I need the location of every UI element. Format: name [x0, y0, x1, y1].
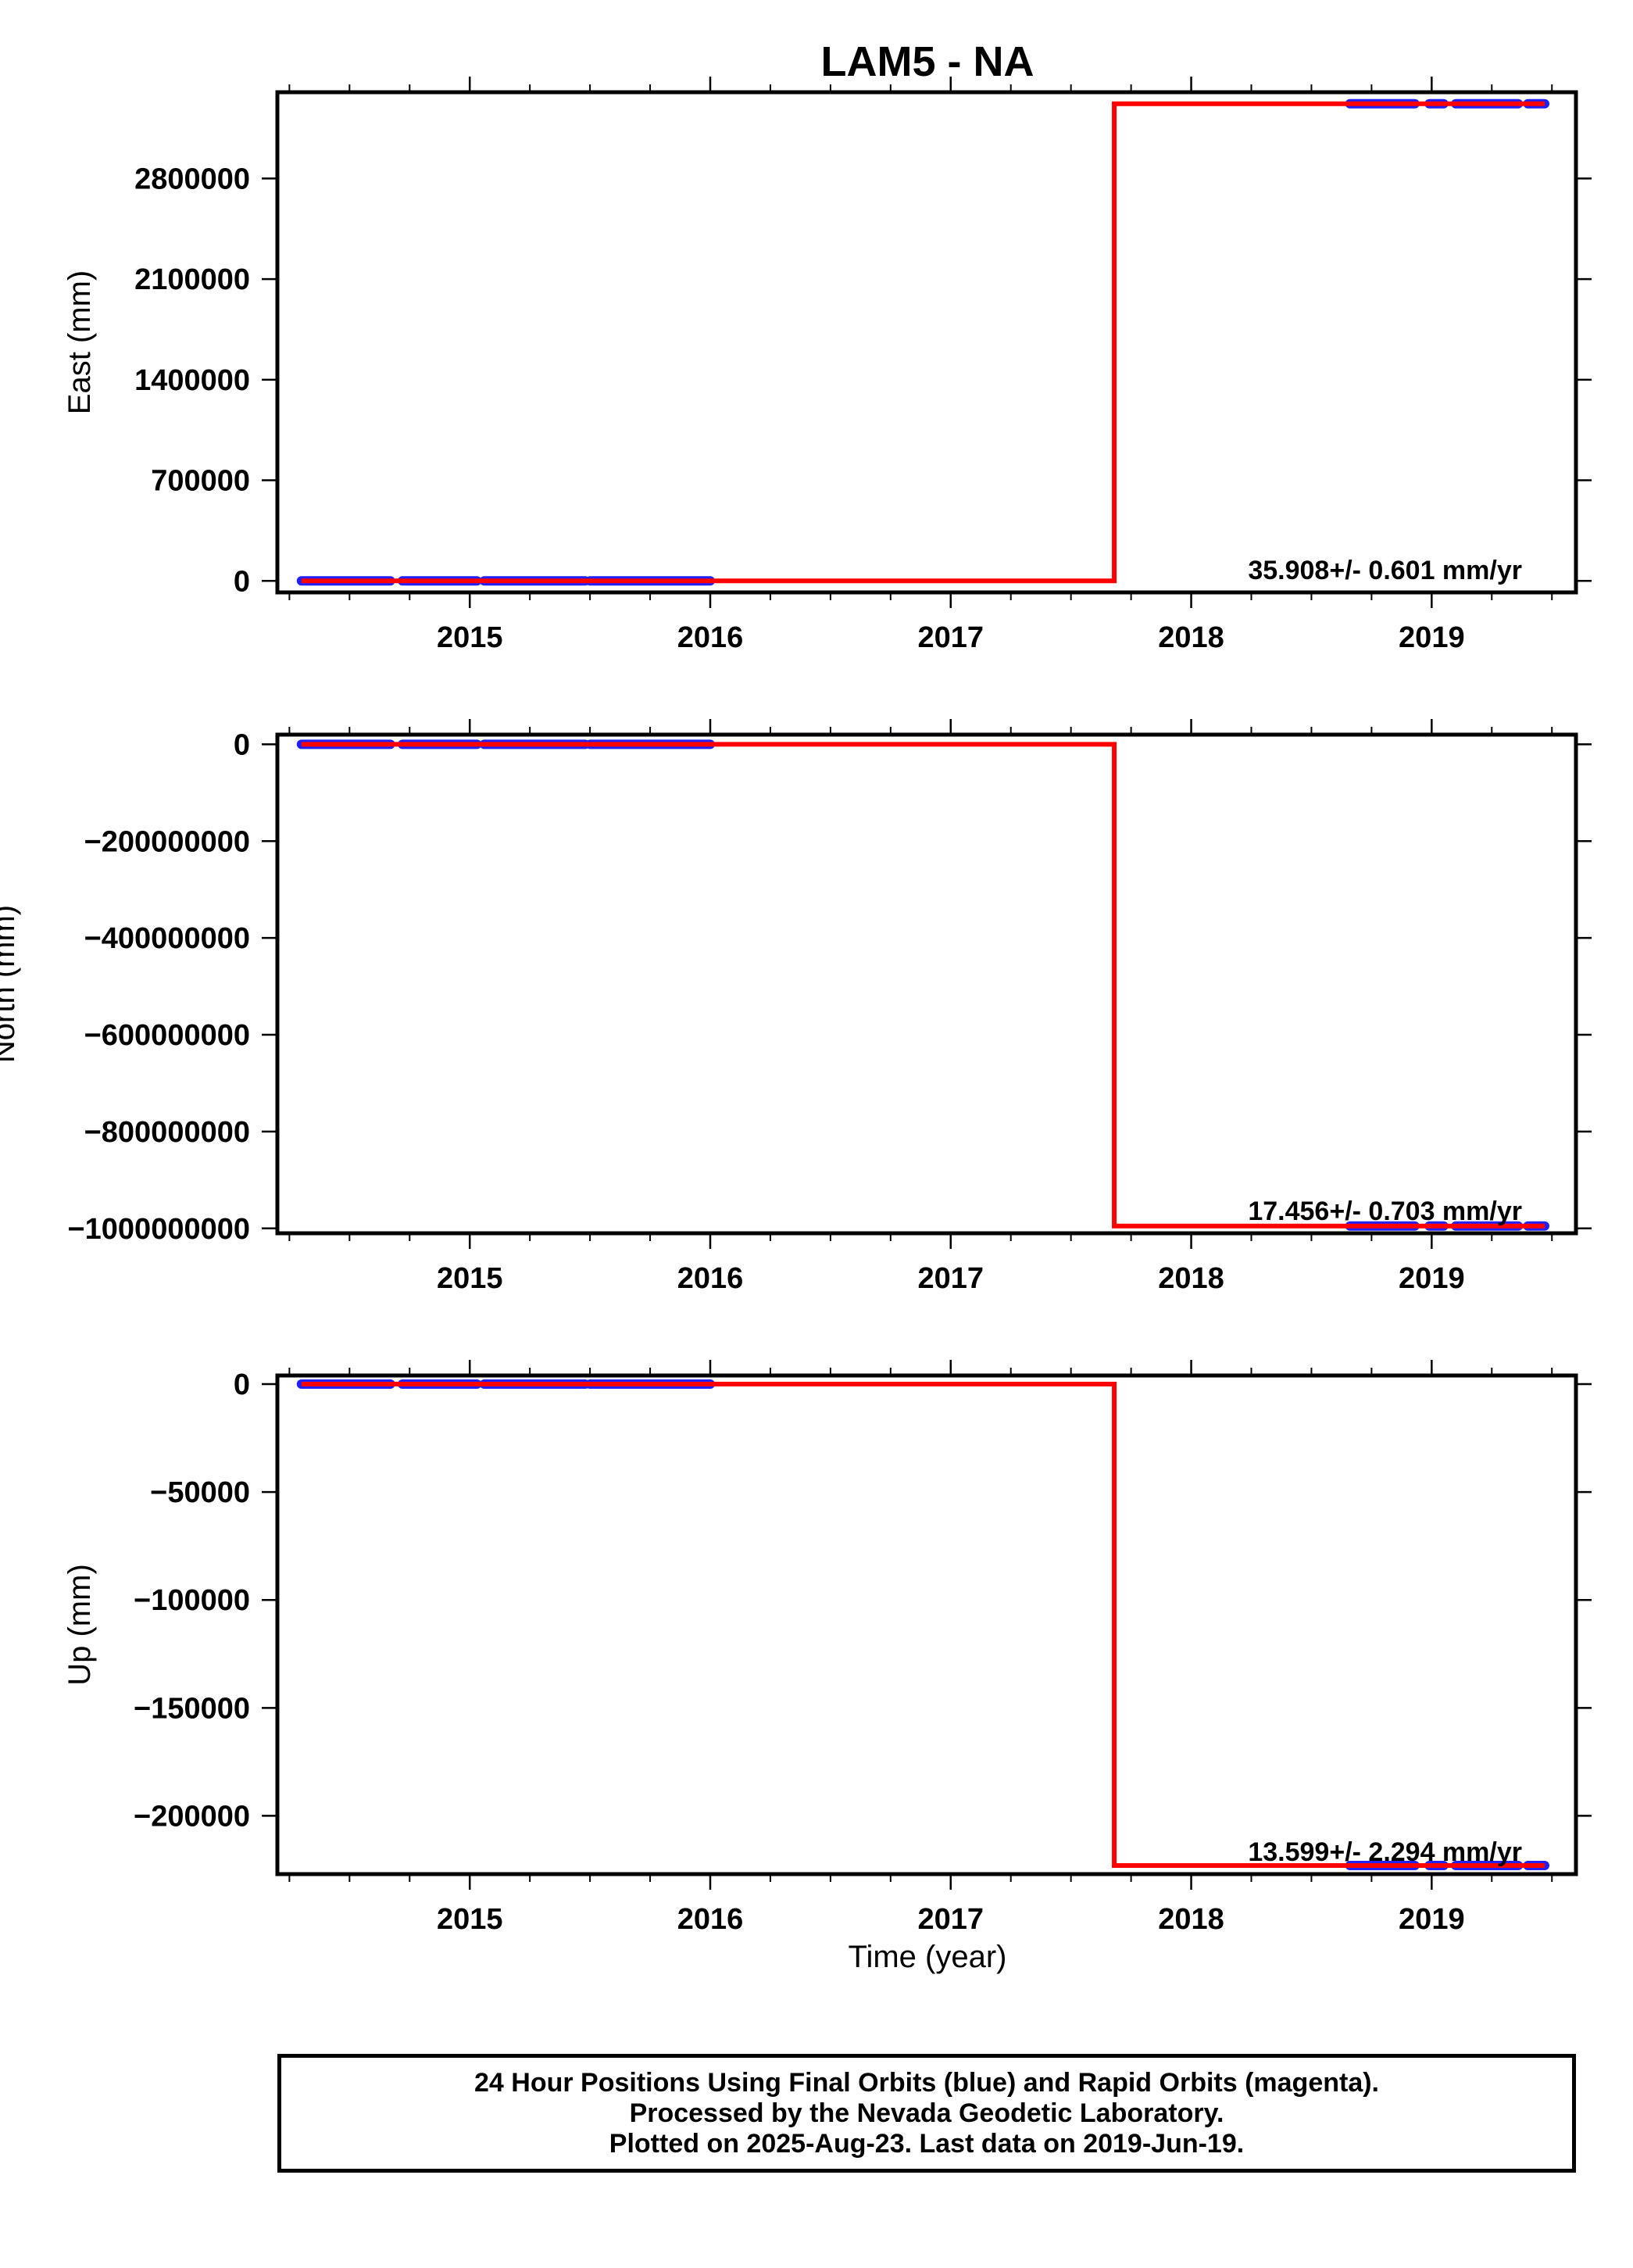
- x-tick-label: 2018: [1158, 621, 1224, 654]
- plot-frame: [275, 90, 1578, 595]
- y-tick-label: 2100000: [134, 263, 250, 296]
- y-tick-label: −100000: [134, 1584, 250, 1617]
- x-tick-label: 2019: [1399, 621, 1465, 654]
- y-tick-label: 1400000: [134, 364, 250, 397]
- x-axis-label: Time (year): [849, 1940, 1007, 1974]
- y-tick-label: −400000000: [84, 922, 250, 955]
- y-tick-label: −150000: [134, 1692, 250, 1725]
- x-tick-label: 2015: [437, 1903, 503, 1936]
- footer-line-3: Plotted on 2025-Aug-23. Last data on 201…: [609, 2128, 1245, 2159]
- footer-line-2: Processed by the Nevada Geodetic Laborat…: [629, 2098, 1224, 2128]
- x-tick-label: 2019: [1399, 1903, 1465, 1936]
- plot-frame: [275, 1373, 1578, 1876]
- x-tick-label: 2015: [437, 621, 503, 654]
- y-axis-label: East (mm): [63, 270, 97, 414]
- chart-title: LAM5 - NA: [821, 38, 1034, 85]
- y-tick-label: −600000000: [84, 1019, 250, 1052]
- y-tick-label: 2800000: [134, 163, 250, 195]
- model-fit-line: [301, 1382, 1545, 1868]
- panels-group: 2015 2016 2017 2018 2019 0 700000 1400000 210000…: [0, 77, 1592, 1936]
- y-tick-label: 0: [234, 1368, 250, 1401]
- panel-up: 2015 2016 2017 2018 2019 0 −50000 −100000 −15000…: [63, 1360, 1592, 1936]
- y-tick-label: −800000000: [84, 1116, 250, 1149]
- x-tick-label: 2019: [1399, 1262, 1465, 1295]
- y-tick-label: 0: [234, 565, 250, 598]
- y-axis-label: North (mm): [0, 905, 21, 1063]
- x-tick-label: 2017: [918, 1262, 984, 1295]
- x-tick-label: 2017: [918, 1903, 984, 1936]
- panel-east: 2015 2016 2017 2018 2019 0 700000 1400000 210000…: [63, 77, 1592, 654]
- y-tick-label: 700000: [151, 465, 250, 498]
- y-tick-label: −200000000: [84, 825, 250, 858]
- y-tick-label: −200000: [134, 1800, 250, 1833]
- panel-north: 2015 2016 2017 2018 2019 0 −200000000 −40000000…: [0, 719, 1592, 1295]
- footer-info-box: 24 Hour Positions Using Final Orbits (bl…: [277, 2054, 1576, 2173]
- x-tick-label: 2015: [437, 1262, 503, 1295]
- x-tick-label: 2018: [1158, 1262, 1224, 1295]
- model-fit-line: [301, 101, 1545, 584]
- y-tick-label: −1000000000: [67, 1213, 250, 1246]
- x-tick-label: 2017: [918, 621, 984, 654]
- velocity-rate-label: 35.908+/- 0.601 mm/yr: [1248, 556, 1522, 585]
- y-axis-label: Up (mm): [63, 1564, 97, 1686]
- x-tick-label: 2018: [1158, 1903, 1224, 1936]
- y-tick-label: −50000: [150, 1476, 250, 1509]
- velocity-rate-label: 13.599+/- 2.294 mm/yr: [1248, 1837, 1522, 1867]
- y-tick-label: 0: [234, 728, 250, 761]
- velocity-rate-label: 17.456+/- 0.703 mm/yr: [1248, 1197, 1522, 1226]
- x-tick-label: 2016: [677, 621, 744, 654]
- model-fit-line: [301, 742, 1545, 1229]
- plot-frame: [275, 732, 1578, 1236]
- footer-line-1: 24 Hour Positions Using Final Orbits (bl…: [474, 2067, 1379, 2098]
- x-tick-label: 2016: [677, 1262, 744, 1295]
- x-tick-label: 2016: [677, 1903, 744, 1936]
